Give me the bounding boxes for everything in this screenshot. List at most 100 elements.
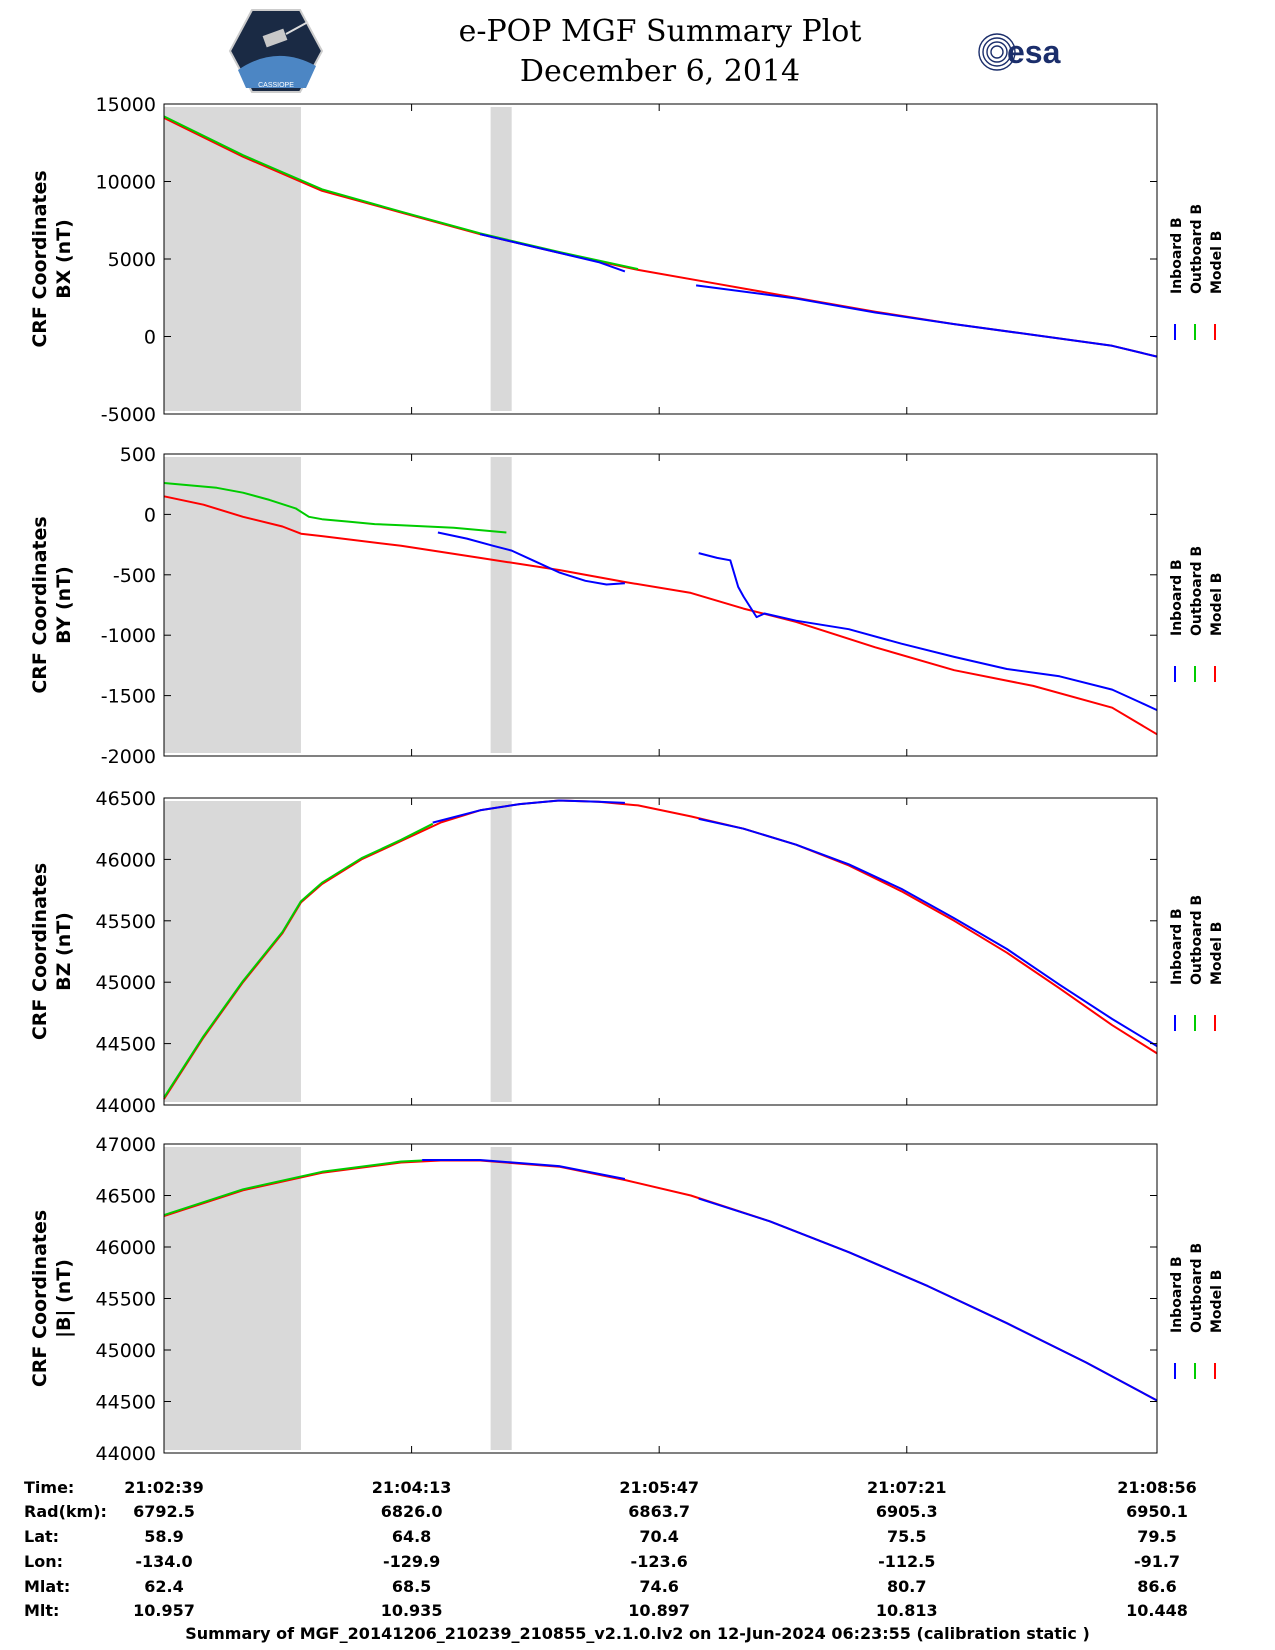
ephemeris-mlat-value: 74.6 xyxy=(639,1577,679,1596)
ephemeris-label-mlat: Mlat: xyxy=(24,1577,71,1596)
ephemeris-mlat-value: 86.6 xyxy=(1137,1577,1177,1596)
panel-3-legend-inboard-b-label: Inboard B xyxy=(1169,908,1185,985)
ephemeris-label-rad: Rad(km): xyxy=(24,1502,107,1521)
panel-3-ytick-label: 46000 xyxy=(96,849,156,871)
panel-3-legend-model-b-label: Model B xyxy=(1209,922,1225,985)
panel-2-ytick-label: -1500 xyxy=(101,686,156,708)
ephemeris-mlt-value: 10.813 xyxy=(875,1601,938,1620)
panel-3-ytick-label: 44000 xyxy=(96,1095,156,1117)
panel-1-legend-outboard-b-label: Outboard B xyxy=(1189,204,1205,294)
ephemeris-mlt-value: 10.957 xyxy=(133,1601,195,1620)
panel-1-inboard-b-line-3 xyxy=(479,233,626,273)
panel-2-legend-inboard-b-label: Inboard B xyxy=(1169,559,1185,636)
panel-2-legend-model-b-label: Model B xyxy=(1209,573,1225,636)
ephemeris-label-lon: Lon: xyxy=(24,1552,63,1571)
panel-4-outboard-b-line-2 xyxy=(163,1159,423,1217)
panel-3-frame xyxy=(163,797,1158,1106)
panel-2-shaded-region-1 xyxy=(164,457,301,753)
ephemeris-rad-value: 6863.7 xyxy=(628,1502,691,1521)
panel-3-background xyxy=(164,798,1157,1105)
panel-2-ylabel-line2: BY (nT) xyxy=(53,566,75,644)
panel-4-inboard-b-line-4 xyxy=(698,1197,1158,1402)
ephemeris-label-time: Time: xyxy=(24,1478,75,1497)
panel-2-background xyxy=(164,454,1157,756)
panel-3-ytick-label: 46500 xyxy=(96,788,156,810)
panel-3-shaded-region-1 xyxy=(164,801,301,1102)
panel-2-inboard-b-line-4 xyxy=(698,552,1158,712)
panel-2-ylabel-line1: CRF Coordinates xyxy=(29,516,51,693)
panel-1-legend-inboard-b-label: Inboard B xyxy=(1169,217,1185,294)
esa-logo-text: esa xyxy=(1007,34,1061,70)
panel-4-ytick-label: 45000 xyxy=(96,1340,156,1362)
panel-4-inboard-b-line-3 xyxy=(422,1159,626,1180)
panel-1-ytick-label: 0 xyxy=(144,327,156,349)
panel-1-shaded-region-1 xyxy=(164,107,301,411)
panel-2-frame xyxy=(163,453,1158,757)
ephemeris-lat-value: 79.5 xyxy=(1137,1527,1177,1546)
esa-logo: esa xyxy=(978,33,1061,71)
ephemeris-lon-value: -112.5 xyxy=(878,1552,936,1571)
panel-4-ytick-label: 46000 xyxy=(96,1237,156,1259)
panel-1-background xyxy=(164,104,1157,414)
ephemeris-mlat-value: 62.4 xyxy=(144,1577,184,1596)
ephemeris-mlt-value: 10.935 xyxy=(380,1601,443,1620)
panel-1-shaded-region-2 xyxy=(490,107,512,411)
panel-3-ylabel-line2: BZ (nT) xyxy=(53,912,75,991)
cassiope-logo-text: CASSIOPE xyxy=(258,82,294,89)
ephemeris-lat-value: 64.8 xyxy=(391,1527,432,1546)
panel-3-ytick-label: 45000 xyxy=(96,972,156,994)
ephemeris-time-value: 21:07:21 xyxy=(866,1478,947,1497)
panel-4-shaded-region-2 xyxy=(490,1147,512,1450)
ephemeris-rad-value: 6792.5 xyxy=(133,1502,195,1521)
panel-2-ytick-label: 500 xyxy=(120,444,156,466)
ephemeris-lon-value: -134.0 xyxy=(135,1552,193,1571)
panel-3-outboard-b-line-2 xyxy=(163,822,434,1099)
panel-3-ytick-label: 45500 xyxy=(96,911,156,933)
panel-1-ytick-label: 5000 xyxy=(108,249,156,271)
ephemeris-mlat-value: 68.5 xyxy=(391,1577,432,1596)
panel-3-ylabel-line1: CRF Coordinates xyxy=(29,863,51,1040)
panel-4-legend-outboard-b-label: Outboard B xyxy=(1189,1243,1205,1333)
panel-1-ytick-label: 10000 xyxy=(96,172,156,194)
ephemeris-rad-value: 6905.3 xyxy=(875,1502,938,1521)
ephemeris-lon-value: -123.6 xyxy=(630,1552,688,1571)
panel-4-legend-inboard-b-label: Inboard B xyxy=(1169,1256,1185,1333)
panel-4-legend-model-b-label: Model B xyxy=(1209,1270,1225,1333)
panel-2-ytick-label: -2000 xyxy=(101,746,156,768)
panel-1-ylabel-line2: BX (nT) xyxy=(53,219,75,299)
panel-1-ytick-label: -5000 xyxy=(101,404,156,426)
panel-2-legend-outboard-b-label: Outboard B xyxy=(1189,546,1205,636)
ephemeris-time-value: 21:08:56 xyxy=(1117,1478,1197,1497)
panel-4-shaded-region-1 xyxy=(164,1147,301,1450)
panel-2-shaded-region-2 xyxy=(490,457,512,753)
ephemeris-lat-value: 70.4 xyxy=(639,1527,679,1546)
panel-1-ytick-label: 15000 xyxy=(96,94,156,116)
panel-3-shaded-region-2 xyxy=(490,801,512,1102)
panel-4-ytick-label: 47000 xyxy=(96,1134,156,1156)
panel-4-background xyxy=(164,1144,1157,1453)
ephemeris-label-lat: Lat: xyxy=(24,1527,60,1546)
panel-3-inboard-b-line-3 xyxy=(432,799,625,824)
ephemeris-time-value: 21:04:13 xyxy=(371,1478,452,1497)
plot-date: December 6, 2014 xyxy=(519,54,801,89)
panel-1-ylabel-line1: CRF Coordinates xyxy=(29,170,51,347)
ephemeris-time-value: 21:02:39 xyxy=(124,1478,204,1497)
ephemeris-lon-value: -91.7 xyxy=(1133,1552,1181,1571)
panel-4-ytick-label: 45500 xyxy=(96,1289,156,1311)
ephemeris-rad-value: 6950.1 xyxy=(1126,1502,1188,1521)
panel-4-ylabel-line2: |B| (nT) xyxy=(53,1259,75,1338)
panel-4-ylabel-line1: CRF Coordinates xyxy=(29,1210,51,1387)
panel-1-legend-model-b-label: Model B xyxy=(1209,231,1225,294)
ephemeris-lon-value: -129.9 xyxy=(382,1552,441,1571)
ephemeris-mlt-value: 10.448 xyxy=(1126,1601,1188,1620)
panel-2-inboard-b-line-3 xyxy=(437,531,625,586)
footer-caption: Summary of MGF_20141206_210239_210855_v2… xyxy=(185,1624,1090,1643)
ephemeris-lat-value: 58.9 xyxy=(144,1527,184,1546)
plot-title: e-POP MGF Summary Plot xyxy=(458,14,862,49)
ephemeris-mlat-value: 80.7 xyxy=(887,1577,927,1596)
ephemeris-lat-value: 75.5 xyxy=(887,1527,927,1546)
panel-4-ytick-label: 46500 xyxy=(96,1186,156,1208)
panel-2-model-b-line-1 xyxy=(163,495,1158,736)
cassiope-logo: CASSIOPE xyxy=(228,9,324,93)
